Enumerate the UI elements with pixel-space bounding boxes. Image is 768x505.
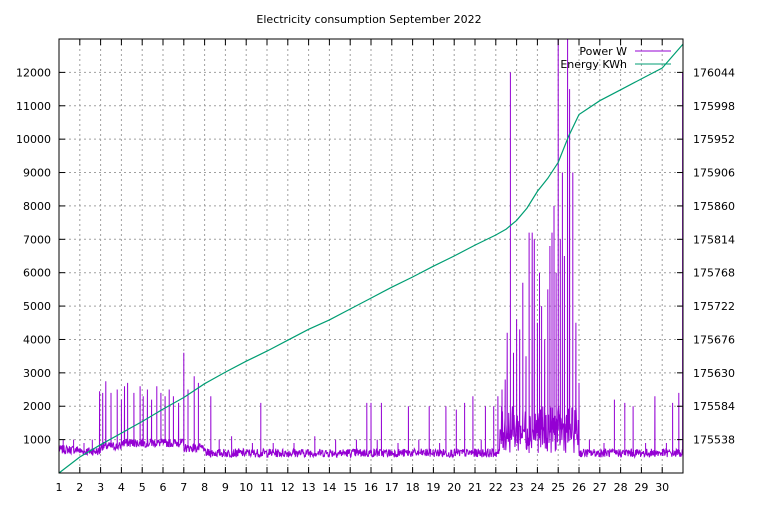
y-right-tick-label: 175814 xyxy=(693,233,735,246)
y-left-tick-label: 1000 xyxy=(23,434,51,447)
y-right-tick-label: 175538 xyxy=(693,434,735,447)
x-tick-label: 5 xyxy=(139,481,146,494)
y-right-tick-label: 175630 xyxy=(693,367,735,380)
energy-series-line xyxy=(58,43,684,474)
x-tick-label: 8 xyxy=(201,481,208,494)
x-tick-label: 23 xyxy=(510,481,524,494)
y-left-tick-label: 12000 xyxy=(16,66,51,79)
x-tick-label: 13 xyxy=(302,481,316,494)
chart-title: Electricity consumption September 2022 xyxy=(256,13,481,26)
x-tick-label: 18 xyxy=(406,481,420,494)
x-tick-label: 2 xyxy=(76,481,83,494)
y-left-tick-label: 7000 xyxy=(23,233,51,246)
y-left-tick-label: 6000 xyxy=(23,267,51,280)
x-tick-label: 17 xyxy=(385,481,399,494)
series-layer xyxy=(58,38,684,474)
y-left-tick-label: 10000 xyxy=(16,133,51,146)
x-tick-label: 24 xyxy=(530,481,544,494)
y-right-tick-label: 176044 xyxy=(693,66,735,79)
x-tick-label: 29 xyxy=(634,481,648,494)
power-series-line xyxy=(58,38,684,460)
y-left-tick-label: 5000 xyxy=(23,300,51,313)
x-tick-label: 19 xyxy=(426,481,440,494)
x-tick-label: 6 xyxy=(160,481,167,494)
grid-layer xyxy=(59,39,683,473)
y-right-tick-label: 175768 xyxy=(693,267,735,280)
x-tick-label: 26 xyxy=(572,481,586,494)
x-tick-label: 4 xyxy=(118,481,125,494)
y-left-tick-label: 2000 xyxy=(23,400,51,413)
x-tick-label: 30 xyxy=(655,481,669,494)
y-left-tick-label: 11000 xyxy=(16,100,51,113)
y-left-tick-label: 4000 xyxy=(23,333,51,346)
x-tick-label: 7 xyxy=(180,481,187,494)
x-tick-label: 10 xyxy=(239,481,253,494)
y-right-tick-label: 175676 xyxy=(693,333,735,346)
x-tick-label: 27 xyxy=(593,481,607,494)
y-left-tick-label: 8000 xyxy=(23,200,51,213)
x-tick-label: 9 xyxy=(222,481,229,494)
y-right-tick-label: 175584 xyxy=(693,400,735,413)
axis-layer: 1 2 3 4 5 6 7 8 9 10 11 12 13 14 15 16 17 18 19 20 21 22 23 24 2… xyxy=(16,39,735,494)
y-right-tick-label: 175722 xyxy=(693,300,735,313)
plot-frame xyxy=(58,38,684,474)
x-tick-label: 21 xyxy=(468,481,482,494)
y-right-tick-label: 175860 xyxy=(693,200,735,213)
x-tick-label: 11 xyxy=(260,481,274,494)
y-left-tick-label: 3000 xyxy=(23,367,51,380)
y-right-tick-label: 175998 xyxy=(693,100,735,113)
x-tick-label: 28 xyxy=(614,481,628,494)
legend-power-label: Power W xyxy=(579,45,627,58)
x-tick-label: 14 xyxy=(322,481,336,494)
legend: Power W Energy KWh xyxy=(560,45,671,71)
y-right-tick-label: 175952 xyxy=(693,133,735,146)
x-tick-label: 25 xyxy=(551,481,565,494)
x-tick-label: 3 xyxy=(97,481,104,494)
x-tick-label: 12 xyxy=(281,481,295,494)
y-left-tick-label: 9000 xyxy=(23,167,51,180)
x-tick-label: 1 xyxy=(56,481,63,494)
x-tick-label: 20 xyxy=(447,481,461,494)
x-tick-label: 22 xyxy=(489,481,503,494)
x-tick-label: 15 xyxy=(343,481,357,494)
legend-energy-label: Energy KWh xyxy=(560,58,627,71)
x-tick-label: 16 xyxy=(364,481,378,494)
y-right-tick-label: 175906 xyxy=(693,167,735,180)
